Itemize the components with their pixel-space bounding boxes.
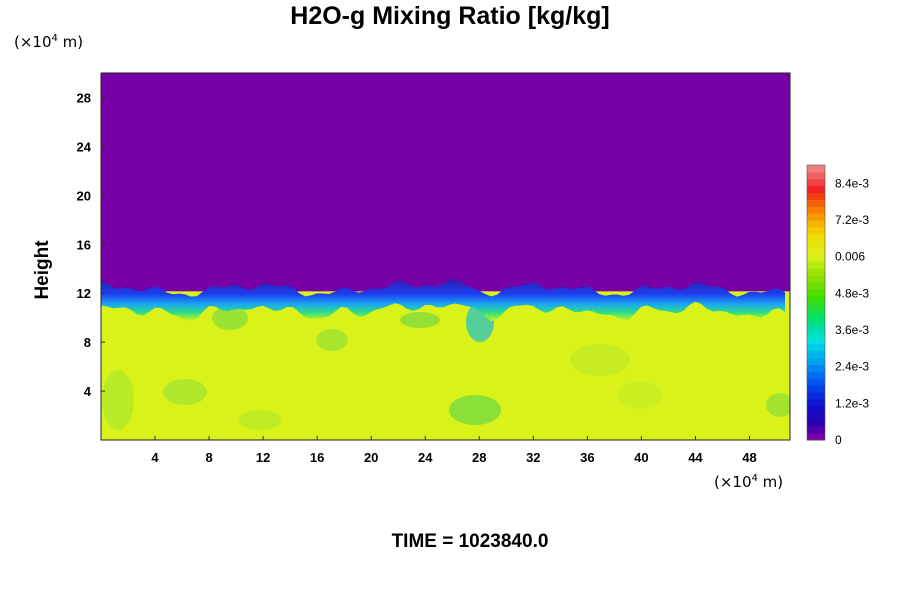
colorbar-tick-label: 0.006 [835,250,865,264]
eddy-blob [449,395,501,425]
x-tick-label: 8 [205,450,212,465]
y-tick-label: 4 [84,384,92,399]
colorbar-swatch [807,364,825,372]
time-label: TIME = 1023840.0 [391,531,549,552]
x-tick-label: 36 [580,450,594,465]
colorbar-tick-label: 0 [835,433,842,447]
colorbar-swatch [807,206,825,214]
moisture-interface [101,279,785,322]
colorbar-swatch [807,199,825,207]
x-tick-label: 32 [526,450,540,465]
colorbar-swatch [807,350,825,358]
x-tick-label: 12 [256,450,270,465]
colorbar-swatch [807,371,825,379]
plot-area [101,73,790,440]
x-axis-unit: (×104 m) [714,473,784,491]
colorbar-frame [806,164,826,441]
colorbar-swatch [807,309,825,317]
y-tick-label: 28 [77,90,91,105]
x-tick-label: 48 [742,450,756,465]
colorbar-swatch [807,288,825,297]
y-tick-label: 8 [84,335,91,350]
eddy-features [102,302,790,430]
colorbar-swatch [807,220,825,228]
colorbar-tick-label: 3.6e-3 [835,323,869,337]
x-tick-label: 4 [151,450,159,465]
colorbar-tick-label: 1.2e-3 [835,396,869,410]
eddy-blob [766,393,790,417]
colorbar-swatch [807,343,825,352]
y-tick-label: 20 [77,188,91,203]
eddy-blob [316,329,348,351]
eddy-blob [102,370,134,430]
eddy-blob [238,410,282,430]
y-axis-unit: (×104 m) [14,33,84,51]
colorbar-swatch [807,295,825,303]
eddy-blob [212,306,248,330]
colorbar-swatch [807,330,825,338]
colorbar-swatch [807,419,825,427]
eddy-blob [570,344,630,376]
colorbar-swatch [807,336,825,345]
colorbar-swatch [807,268,825,276]
dry-layer-fill [101,73,790,292]
colorbar-swatch [807,254,825,262]
colorbar-swatch [807,391,825,400]
x-tick-label: 16 [310,450,324,465]
colorbar-swatch [807,233,825,242]
colorbar-swatch [807,261,825,269]
colorbar-swatch [807,385,825,393]
x-tick-label: 24 [418,450,433,465]
y-ticks: 4 8 12 16 20 24 28 [77,90,105,399]
colorbar-tick-label: 7.2e-3 [835,213,869,227]
colorbar-swatch [807,426,825,434]
chart-title: H2O-g Mixing Ratio [kg/kg] [290,2,610,30]
colorbar-tick-label: 2.4e-3 [835,360,869,374]
eddy-blob [618,381,662,409]
colorbar-swatch [807,247,825,255]
y-tick-label: 24 [77,139,92,154]
colorbar-swatch [807,192,825,200]
x-tick-label: 40 [634,450,648,465]
colorbar-swatch [807,178,825,187]
colorbar-swatch [807,171,825,180]
colorbar-swatch [807,213,825,221]
colorbar-swatch [807,226,825,235]
x-tick-label: 20 [364,450,378,465]
colorbar-tick-label: 4.8e-3 [835,286,869,300]
colorbar-swatch [807,275,825,283]
colorbar-swatch [807,398,825,407]
y-tick-label: 16 [77,237,91,252]
eddy-blob [163,379,207,405]
colorbar-swatch [807,281,825,290]
colorbar-swatch [807,323,825,331]
colorbar-swatch [807,240,825,248]
eddy-blob [400,312,440,328]
colorbar-swatch [807,405,825,413]
x-tick-label: 44 [688,450,703,465]
x-ticks: 4 8 12 16 20 24 28 32 36 40 44 48 [151,436,757,465]
colorbar: 0 1.2e-3 2.4e-3 3.6e-3 4.8e-3 0.006 7.2e-3 8.4e… [806,164,869,447]
colorbar-swatch [807,378,825,386]
colorbar-swatch [807,316,825,324]
colorbar-swatch [807,357,825,365]
colorbar-tick-label: 8.4e-3 [835,176,869,190]
colorbar-swatch [807,185,825,193]
colorbar-swatch [807,433,825,441]
x-tick-label: 28 [472,450,486,465]
colorbar-swatch [807,412,825,420]
colorbar-swatch [807,165,825,173]
plot-frame [100,72,791,441]
colorbar-swatch [807,302,825,310]
y-tick-label: 12 [77,286,91,301]
